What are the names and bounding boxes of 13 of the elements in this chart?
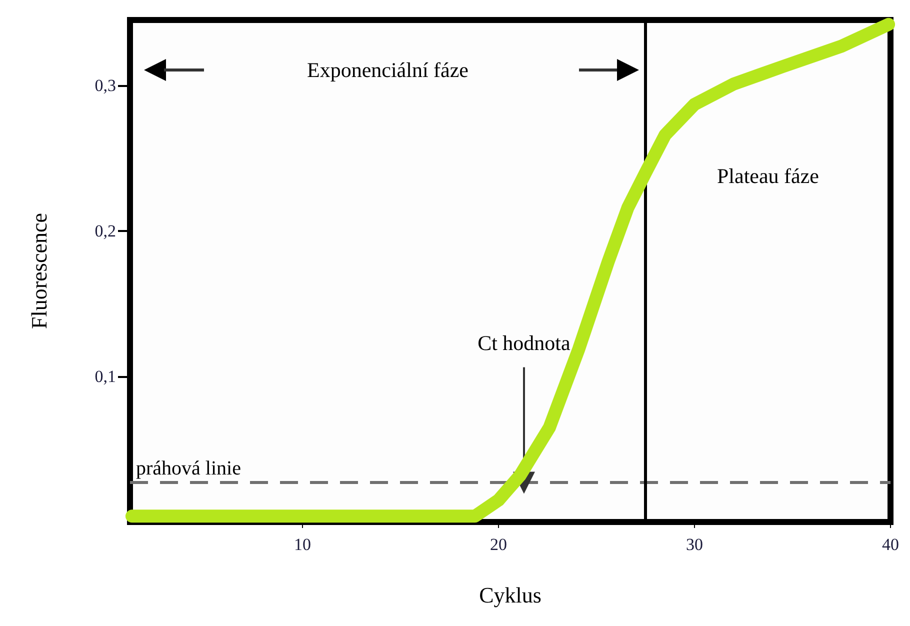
- x-axis-title: Cyklus: [479, 582, 542, 608]
- y-axis-title: Fluorescence: [26, 212, 52, 330]
- x-tick-label: 10: [294, 535, 311, 554]
- ref-line-label: práhová linie: [136, 458, 242, 480]
- annotation: Ct hodnota: [478, 330, 572, 355]
- y-tick-label: 0,2: [94, 221, 116, 240]
- x-tick-label: 30: [686, 535, 703, 554]
- x-tick-label: 40: [882, 535, 899, 554]
- y-tick-label: 0,3: [94, 76, 116, 95]
- annotation: Exponenciální fáze: [306, 58, 468, 82]
- y-tick-label: 0,1: [94, 366, 116, 386]
- x-tick-label: 20: [490, 535, 507, 554]
- annotation: Plateau fáze: [716, 164, 820, 188]
